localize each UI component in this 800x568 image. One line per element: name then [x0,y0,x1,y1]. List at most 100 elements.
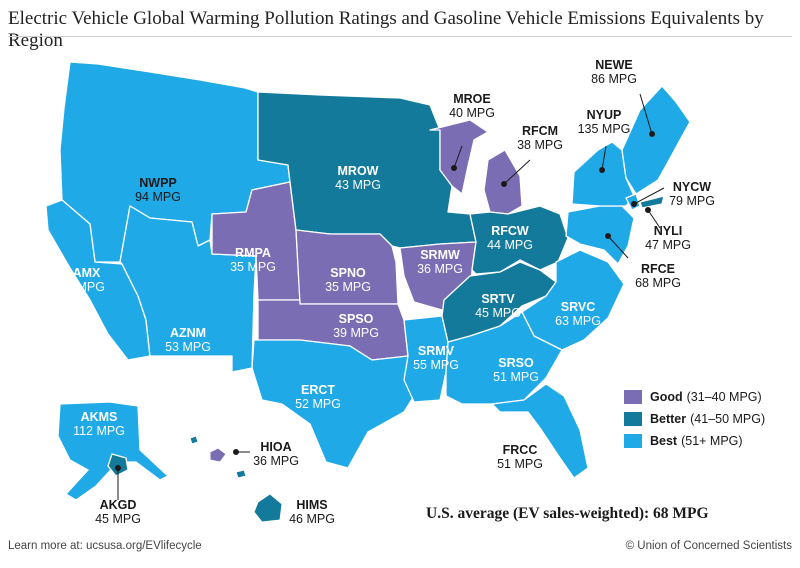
label-rfce-mpg: 68 MPG [635,276,681,290]
label-rfcw-code: RFCW [491,224,529,238]
label-hims-mpg: 46 MPG [289,512,335,526]
label-spso-code: SPSO [338,312,374,326]
callout-newe [639,93,653,135]
label-newe: NEWE 86 MPG [591,58,637,86]
label-aznm-mpg: 53 MPG [165,340,211,354]
callout-nycw [633,187,665,205]
callout-rfcm [503,159,531,185]
label-srvc-mpg: 63 MPG [555,314,601,328]
legend-name-good: Good [650,390,683,404]
legend-range-best: (51+ MPG) [681,434,743,448]
label-spso-mpg: 39 MPG [333,326,379,340]
region-rfcw [469,205,569,275]
label-newe-mpg: 86 MPG [591,72,637,86]
label-nyup-code: NYUP [586,108,622,122]
label-erct: ERCT 52 MPG [295,383,341,411]
region-nyli [639,195,665,209]
label-akgd: AKGD 45 MPG [95,498,141,526]
label-nwpp-mpg: 94 MPG [135,190,181,204]
label-srvc: SRVC 63 MPG [555,300,601,328]
label-aznm-code: AZNM [169,326,207,340]
title-divider [8,36,792,37]
label-srmv-code: SRMV [417,344,455,358]
callout-rfce [607,235,629,259]
label-frcc-code: FRCC [502,443,538,457]
label-mrow-code: MROW [337,164,379,178]
label-frcc: FRCC 51 MPG [497,443,543,471]
label-akgd-code: AKGD [99,498,137,512]
label-spno-mpg: 35 MPG [325,280,371,294]
label-rfce-code: RFCE [640,262,676,276]
label-nyli-code: NYLI [653,224,683,238]
label-srso-code: SRSO [498,356,534,370]
label-camx-mpg: 87 MPG [59,280,105,294]
label-srtv-mpg: 45 MPG [475,306,521,320]
label-srmw: SRMW 36 MPG [417,248,463,276]
legend-item-better: Better (41–50 MPG) [624,408,765,430]
region-nyup [571,141,635,207]
us-region-map [45,61,691,523]
label-frcc-mpg: 51 MPG [497,457,543,471]
label-nycw: NYCW 79 MPG [669,180,715,208]
region-hioa [209,447,227,463]
label-akms: AKMS 112 MPG [73,410,125,438]
label-rfcw-mpg: 44 MPG [487,238,533,252]
region-frcc [491,383,589,479]
label-mrow: MROW 43 MPG [335,164,381,192]
legend-item-good: Good (31–40 MPG) [624,386,765,408]
region-newe [621,85,691,195]
legend-range-good: (31–40 MPG) [686,390,762,404]
us-average: U.S. average (EV sales-weighted): 68 MPG [426,505,709,522]
label-hims: HIMS 46 MPG [289,498,335,526]
label-nyup: NYUP 135 MPG [578,108,631,136]
label-akms-code: AKMS [80,410,118,424]
label-spno-code: SPNO [330,266,366,280]
label-nwpp: NWPP 94 MPG [135,176,181,204]
label-hioa: HIOA 36 MPG [253,440,299,468]
label-srtv: SRTV 45 MPG [475,292,521,320]
label-nyli: NYLI 47 MPG [645,224,691,252]
callout-lines [115,93,665,500]
legend-swatch-best [624,434,642,448]
label-hioa-code: HIOA [260,440,292,454]
label-srmv: SRMV 55 MPG [413,344,459,372]
legend-range-better: (41–50 MPG) [690,412,766,426]
callout-nyup [601,145,607,171]
legend-name-better: Better [650,412,687,426]
callout-nyli [647,209,661,229]
label-hioa-mpg: 36 MPG [253,454,299,468]
label-srvc-code: SRVC [560,300,596,314]
label-srso: SRSO 51 MPG [493,356,539,384]
label-akgd-mpg: 45 MPG [95,512,141,526]
label-srso-mpg: 51 MPG [493,370,539,384]
region-camx [45,199,151,361]
label-nycw-code: NYCW [672,180,712,194]
label-camx: CAMX 87 MPG [59,266,105,294]
legend-swatch-good [624,390,642,404]
label-srmw-code: SRMW [420,248,460,262]
label-spno: SPNO 35 MPG [325,266,371,294]
label-srtv-code: SRTV [481,292,515,306]
label-nyup-mpg: 135 MPG [577,122,631,136]
region-srtv [441,261,557,343]
label-akms-mpg: 112 MPG [73,424,125,438]
label-spso: SPSO 39 MPG [333,312,379,340]
region-mroe [429,119,489,195]
region-erct [251,339,415,469]
label-mroe: MROE 40 MPG [449,92,495,120]
label-newe-code: NEWE [595,58,633,72]
label-rmpa: RMPA 35 MPG [230,246,276,274]
learn-more-link[interactable]: Learn more at: ucsusa.org/EVlifecycle [8,540,202,552]
legend: Good (31–40 MPG) Better (41–50 MPG) Best… [624,386,765,452]
label-rfcw: RFCW 44 MPG [487,224,533,252]
legend-name-best: Best [650,434,678,448]
map-title: Electric Vehicle Global Warming Pollutio… [8,8,764,51]
label-rfcm-code: RFCM [521,124,559,138]
label-nyli-mpg: 47 MPG [645,238,691,252]
label-rfcm-mpg: 38 MPG [517,138,563,152]
region-srvc [521,249,625,351]
callout-mroe [453,145,463,169]
label-rfcm: RFCM 38 MPG [517,124,563,152]
label-erct-code: ERCT [300,383,336,397]
label-srmw-mpg: 36 MPG [417,262,463,276]
